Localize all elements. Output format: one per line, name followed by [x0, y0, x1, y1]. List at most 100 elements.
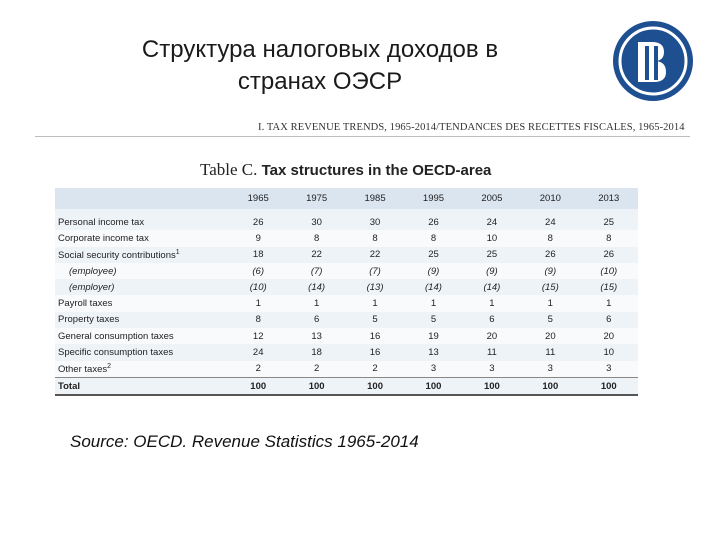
cell: 18 — [287, 344, 346, 361]
cell: 5 — [521, 311, 580, 329]
cell: 25 — [404, 246, 463, 263]
corner-cell — [55, 188, 229, 209]
cell: 13 — [404, 344, 463, 361]
row-label: Payroll taxes — [55, 295, 229, 312]
column-header: 2005 — [462, 188, 522, 209]
cell: 30 — [287, 209, 346, 231]
cell: 26 — [579, 246, 638, 263]
cell: 100 — [229, 376, 288, 397]
header-row: 1965 1975 1985 1995 2005 2010 2013 — [55, 188, 638, 209]
row-label: Property taxes — [55, 311, 229, 329]
cell: 12 — [229, 328, 288, 345]
row-label: General consumption taxes — [55, 328, 229, 345]
row-label: Corporate income tax — [55, 230, 229, 247]
table-row: Other taxes2 2 2 2 3 3 3 3 — [55, 360, 638, 378]
table-title: Table C. Tax structures in the OECD-area — [200, 160, 491, 180]
row-label-text: Other taxes — [58, 363, 108, 375]
cell: (15) — [521, 279, 580, 296]
row-label-text: Property taxes — [58, 314, 120, 326]
cell: 20 — [521, 328, 580, 345]
cell: (7) — [287, 262, 346, 280]
cell: (14) — [404, 279, 463, 296]
cell: (14) — [287, 279, 346, 296]
divider — [35, 136, 690, 137]
table-row: Social security contributions1 18 22 22 25 25… — [55, 246, 638, 263]
table-row: Total 100 100 100 100 100 100 100 — [55, 376, 638, 397]
cell: 16 — [345, 328, 405, 345]
cell: 100 — [579, 376, 638, 397]
column-header: 2013 — [579, 188, 638, 209]
cell: 8 — [345, 230, 405, 247]
table-row: Payroll taxes 1 1 1 1 1 1 1 — [55, 295, 638, 312]
cell: 16 — [345, 344, 405, 361]
cell: 26 — [521, 246, 580, 263]
cell: 5 — [404, 311, 463, 329]
table-row: Specific consumption taxes 24 18 16 13 11 11 10 — [55, 344, 638, 361]
cell: 6 — [287, 311, 346, 329]
cell: 2 — [345, 360, 405, 378]
cell: 11 — [521, 344, 580, 361]
source: Source: OECD. Revenue Statistics 1965-20… — [70, 432, 419, 451]
table-prefix: Table C. — [200, 160, 258, 179]
cell: 18 — [229, 246, 288, 263]
cell: (10) — [229, 279, 288, 296]
logo — [613, 21, 693, 101]
cell: 25 — [462, 246, 522, 263]
cell: (14) — [462, 279, 522, 296]
table-row: General consumption taxes 12 13 16 19 20 20 20 — [55, 328, 638, 345]
cell: 1 — [229, 295, 288, 312]
cell: 1 — [579, 295, 638, 312]
cell: 30 — [345, 209, 405, 231]
cell: (7) — [345, 262, 405, 280]
cell: (13) — [345, 279, 405, 296]
cell: 20 — [579, 328, 638, 345]
column-header: 1965 — [229, 188, 288, 209]
title-line: странах ОЭСР — [237, 68, 403, 95]
row-label-text: Personal income tax — [58, 216, 145, 228]
row-label-text: Specific consumption taxes — [58, 347, 174, 359]
cell: 22 — [345, 246, 405, 263]
row-label-text: Social security contributions — [58, 249, 176, 261]
cell: 2 — [287, 360, 346, 378]
column-header: 1995 — [404, 188, 463, 209]
cell: 100 — [404, 376, 463, 397]
section-caption: I. TAX REVENUE TRENDS, 1965-2014/TENDANC… — [258, 122, 685, 133]
cell: 8 — [521, 230, 580, 247]
cell: 13 — [287, 328, 346, 345]
column-header: 1975 — [287, 188, 346, 209]
cell: 3 — [404, 360, 463, 378]
cell: 1 — [345, 295, 405, 312]
cell: 9 — [229, 230, 288, 247]
table-name: Tax structures in the OECD-area — [261, 162, 492, 179]
cell: 24 — [521, 209, 580, 231]
table-head: 1965 1975 1985 1995 2005 2010 2013 — [55, 188, 638, 209]
cell: 3 — [579, 360, 638, 378]
cell: 1 — [287, 295, 346, 312]
cell: (6) — [229, 262, 288, 280]
cell: (15) — [579, 279, 638, 296]
footnote-mark: 2 — [107, 362, 112, 370]
cell: (9) — [462, 262, 522, 280]
cell: 2 — [229, 360, 288, 378]
cell: 5 — [345, 311, 405, 329]
row-label: Personal income tax — [55, 209, 229, 231]
cell: 1 — [404, 295, 463, 312]
cell: 100 — [462, 376, 522, 397]
table-row: Personal income tax 26 30 30 26 24 24 25 — [55, 209, 638, 231]
row-label: Total — [55, 376, 229, 397]
row-label: Other taxes2 — [55, 360, 229, 378]
cell: 22 — [287, 246, 346, 263]
cell: 10 — [462, 230, 522, 247]
data-table: 1965 1975 1985 1995 2005 2010 2013 Personal in… — [55, 188, 638, 397]
cell: 6 — [462, 311, 522, 329]
cell: 100 — [287, 376, 346, 397]
cell: 8 — [404, 230, 463, 247]
row-label-text: (employee) — [69, 265, 117, 277]
cell: 8 — [287, 230, 346, 247]
cell: 10 — [579, 344, 638, 361]
cell: (9) — [404, 262, 463, 280]
cell: 24 — [462, 209, 522, 231]
footnote-mark: 1 — [175, 248, 180, 256]
slide-title: Структура налоговых доходов в странах ОЭ… — [60, 34, 580, 98]
cell: 8 — [229, 311, 288, 329]
